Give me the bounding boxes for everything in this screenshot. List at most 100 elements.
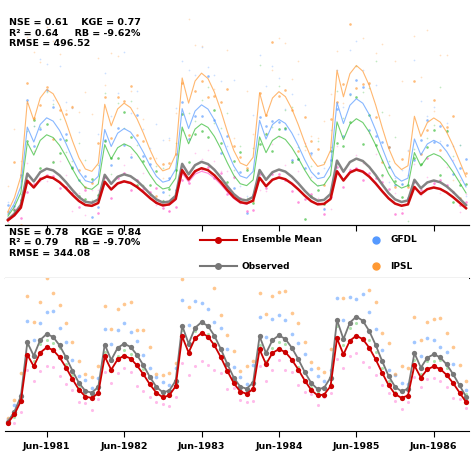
Point <box>391 181 399 189</box>
Point <box>108 171 115 178</box>
Point <box>230 184 237 191</box>
Point <box>437 51 444 59</box>
Point <box>153 155 160 162</box>
Point <box>230 363 237 371</box>
Point <box>165 369 173 377</box>
Point <box>243 87 250 95</box>
Point <box>69 102 76 110</box>
Point <box>359 34 366 42</box>
Point <box>378 329 386 337</box>
Point <box>359 83 366 91</box>
Point <box>36 101 44 109</box>
Point <box>49 157 57 164</box>
Point <box>378 108 386 116</box>
Point <box>249 197 257 204</box>
Point <box>101 69 109 77</box>
Point <box>282 161 289 169</box>
Point <box>178 326 186 333</box>
Point <box>108 134 115 142</box>
Point <box>417 191 425 199</box>
Point <box>217 77 225 84</box>
Point <box>327 90 334 97</box>
Point <box>114 178 121 185</box>
Point <box>210 319 218 326</box>
Point <box>82 376 89 384</box>
Point <box>288 187 296 194</box>
Point <box>398 362 405 370</box>
Point <box>146 343 154 350</box>
Point <box>210 92 218 100</box>
Point <box>243 200 250 207</box>
Point <box>4 214 12 222</box>
Point <box>185 321 192 328</box>
Point <box>69 157 76 165</box>
Point <box>49 135 57 143</box>
Point <box>449 156 457 164</box>
Point <box>237 154 244 161</box>
Point <box>288 156 296 164</box>
Point <box>243 389 250 396</box>
Point <box>378 40 386 48</box>
Point <box>424 112 431 120</box>
Point <box>10 401 18 409</box>
Point <box>172 104 180 112</box>
Point <box>43 121 50 128</box>
Point <box>262 377 270 385</box>
Point <box>456 209 464 216</box>
Point <box>449 360 457 367</box>
Point <box>320 204 328 212</box>
Point <box>88 373 96 381</box>
Point <box>178 98 186 106</box>
Point <box>249 191 257 199</box>
Point <box>430 126 438 134</box>
Point <box>204 361 212 369</box>
Point <box>372 132 380 139</box>
Point <box>94 203 102 211</box>
Point <box>340 183 347 191</box>
Point <box>249 357 257 365</box>
Point <box>140 365 147 373</box>
Point <box>404 381 412 388</box>
Point <box>365 336 373 343</box>
Point <box>10 419 18 427</box>
Point <box>159 160 166 168</box>
Point <box>378 159 386 166</box>
Point <box>120 300 128 308</box>
Point <box>249 131 257 138</box>
Point <box>256 113 264 120</box>
Point <box>146 144 154 152</box>
Point <box>127 186 134 194</box>
Point <box>43 86 50 93</box>
Point <box>353 262 360 270</box>
Point <box>17 221 25 229</box>
Point <box>340 114 347 121</box>
Point <box>288 75 296 83</box>
Point <box>308 163 315 170</box>
Point <box>56 50 64 58</box>
Point <box>30 117 37 124</box>
Point <box>417 73 425 81</box>
Point <box>101 302 109 310</box>
Point <box>340 294 347 302</box>
Point <box>404 398 412 406</box>
Point <box>36 164 44 172</box>
Point <box>378 171 386 179</box>
Point <box>449 112 457 120</box>
Point <box>185 347 192 355</box>
Point <box>282 107 289 114</box>
Point <box>62 110 70 118</box>
Point <box>133 337 141 344</box>
Point <box>333 66 341 74</box>
Point <box>4 415 12 423</box>
Point <box>430 96 438 103</box>
Point <box>391 371 399 378</box>
Point <box>49 158 57 165</box>
Point <box>365 169 373 177</box>
Point <box>365 126 373 134</box>
Point <box>114 89 121 97</box>
Point <box>333 164 341 171</box>
Point <box>262 182 270 190</box>
Point <box>237 182 244 190</box>
Point <box>327 115 334 122</box>
Point <box>294 339 302 347</box>
